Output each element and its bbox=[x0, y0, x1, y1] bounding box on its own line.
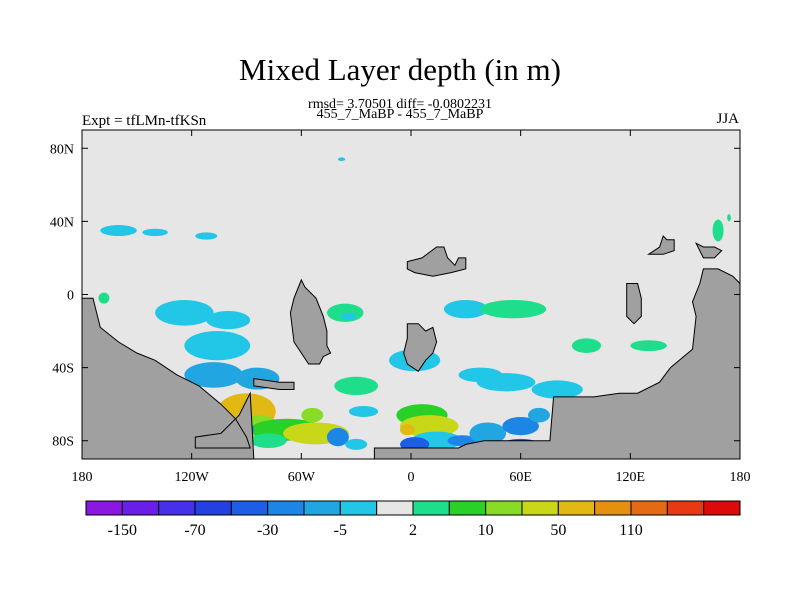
anomaly-patch-9 bbox=[206, 310, 251, 330]
colorbar-swatch-2 bbox=[158, 500, 196, 516]
colorbar-swatch-17 bbox=[703, 500, 741, 516]
anomaly-patch-6 bbox=[727, 214, 731, 222]
x-tick-label-5: 120E bbox=[616, 470, 646, 485]
anomaly-patch-18 bbox=[630, 340, 667, 352]
season-label: JJA bbox=[716, 111, 739, 127]
y-tick-label-0: 80N bbox=[50, 142, 74, 157]
anomaly-patch-30 bbox=[326, 427, 349, 447]
y-tick-label-1: 40N bbox=[50, 215, 74, 230]
anomaly-patch-28 bbox=[250, 433, 287, 449]
anomaly-patch-42 bbox=[301, 407, 324, 423]
anomaly-patch-16 bbox=[480, 299, 547, 319]
x-tick-label-0: 180 bbox=[72, 470, 93, 485]
colorbar-swatch-3 bbox=[194, 500, 232, 516]
colorbar-label-1: -70 bbox=[184, 522, 205, 539]
colorbar-swatch-12 bbox=[521, 500, 559, 516]
colorbar-label-5: 10 bbox=[478, 522, 494, 539]
anomaly-patch-41 bbox=[527, 407, 550, 423]
anomaly-patch-14 bbox=[341, 312, 357, 321]
land-mass-6 bbox=[694, 242, 723, 259]
anomaly-patch-0 bbox=[100, 225, 137, 237]
colorbar-swatch-13 bbox=[557, 500, 596, 516]
land-mass-0 bbox=[82, 297, 255, 459]
anomaly-patch-15 bbox=[443, 299, 488, 319]
experiment-label: Expt = tfLMn-tfKSn bbox=[82, 113, 207, 129]
anomaly-patch-22 bbox=[476, 373, 536, 392]
colorbar-swatch-14 bbox=[594, 500, 632, 516]
colorbar-label-2: -30 bbox=[257, 522, 278, 539]
colorbar-swatch-11 bbox=[485, 500, 523, 516]
axes: 180 120W 60W 0 60E 120E 180 80N 40N 0 40S 80S bbox=[50, 130, 751, 485]
land-mass-7 bbox=[253, 378, 295, 390]
y-tick-label-4: 80S bbox=[52, 435, 74, 450]
colorbar-swatch-15 bbox=[630, 500, 668, 516]
land-layer bbox=[82, 235, 740, 459]
colorbar-swatch-7 bbox=[339, 500, 378, 516]
land-mass-2 bbox=[289, 278, 332, 365]
colorbar-swatch-6 bbox=[303, 500, 341, 516]
x-tick-label-6: 180 bbox=[730, 470, 751, 485]
anomaly-patch-23 bbox=[531, 380, 583, 399]
land-mass-5 bbox=[646, 235, 675, 255]
anomaly-patch-11 bbox=[184, 362, 243, 388]
anomaly-patch-37 bbox=[469, 422, 507, 445]
anomaly-patch-10 bbox=[184, 331, 251, 361]
anomaly-patch-33 bbox=[400, 415, 459, 438]
stats-line: rmsd= 3.70501 diff= -0.0802231 bbox=[308, 97, 492, 112]
colorbar-swatch-9 bbox=[412, 500, 450, 516]
colorbar-label-3: -5 bbox=[334, 522, 347, 539]
colorbar-swatch-5 bbox=[267, 500, 305, 516]
anomaly-patch-3 bbox=[337, 157, 346, 162]
land-mass-4 bbox=[406, 246, 467, 277]
anomaly-patch-43 bbox=[400, 424, 415, 436]
x-tick-label-1: 120W bbox=[175, 470, 210, 485]
anomaly-patch-2 bbox=[195, 232, 218, 240]
land-mass-8 bbox=[626, 283, 642, 325]
anomaly-patch-8 bbox=[155, 299, 214, 326]
colorbar-swatch-4 bbox=[230, 500, 269, 516]
anomaly-patch-19 bbox=[334, 376, 379, 396]
colorbar-label-0: -150 bbox=[108, 522, 137, 539]
anomaly-patch-31 bbox=[345, 438, 368, 450]
colorbar-swatch-1 bbox=[121, 500, 160, 516]
land-mass-3 bbox=[403, 323, 438, 372]
anomaly-patch-1 bbox=[142, 228, 168, 237]
colorbar: -150 -70 -30 -5 2 10 50 110 bbox=[85, 500, 741, 539]
anomaly-patch-5 bbox=[712, 219, 724, 242]
colorbar-label-6: 50 bbox=[550, 522, 566, 539]
x-tick-label-2: 60W bbox=[288, 470, 316, 485]
colorbar-label-7: 110 bbox=[619, 522, 642, 539]
subtitle: 455_7_MaBP - 455_7_MaBP bbox=[316, 107, 484, 122]
land-mass-1 bbox=[373, 268, 740, 459]
colorbar-swatch-0 bbox=[85, 500, 123, 516]
anomaly-patch-7 bbox=[98, 292, 110, 304]
anomaly-patch-38 bbox=[502, 416, 539, 436]
anomaly-patch-44 bbox=[348, 405, 379, 417]
anomaly-patch-17 bbox=[571, 338, 602, 353]
colorbar-swatch-16 bbox=[666, 500, 705, 516]
x-tick-label-3: 0 bbox=[408, 470, 415, 485]
chart-title: Mixed Layer depth (in m) bbox=[239, 52, 561, 87]
y-tick-label-2: 0 bbox=[67, 289, 74, 304]
x-tick-label-4: 60E bbox=[509, 470, 532, 485]
y-tick-label-3: 40S bbox=[52, 362, 74, 377]
colorbar-label-4: 2 bbox=[409, 522, 417, 539]
colorbar-swatch-10 bbox=[448, 500, 487, 516]
colorbar-swatch-8 bbox=[376, 500, 414, 516]
